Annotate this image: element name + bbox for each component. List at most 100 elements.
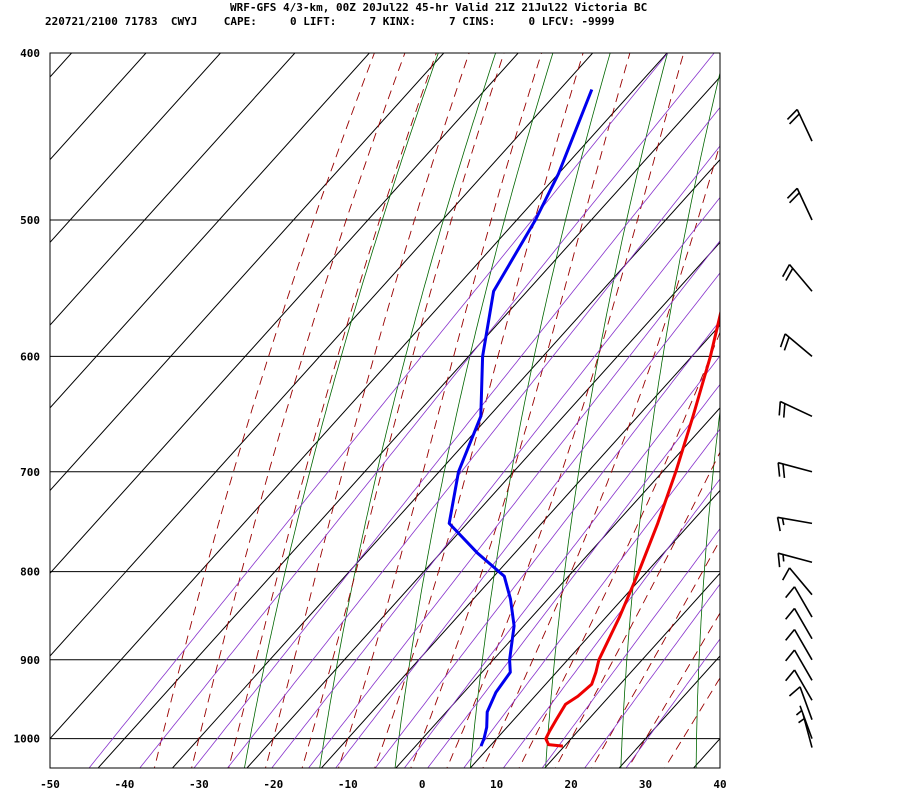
wind-barb bbox=[779, 333, 813, 358]
wind-barb bbox=[777, 552, 813, 568]
wind-barb bbox=[785, 628, 813, 661]
dry-adiabat bbox=[695, 407, 720, 768]
dry-adiabat bbox=[469, 53, 611, 768]
mixing-ratio-line bbox=[88, 53, 669, 768]
isotherm bbox=[50, 53, 296, 326]
isotherm bbox=[469, 489, 720, 768]
x-tick-label: 40 bbox=[713, 778, 726, 791]
y-axis: 400 500 600 700 800 900 1000 bbox=[14, 47, 41, 746]
x-tick-label: 30 bbox=[639, 778, 652, 791]
mixing-ratio-line bbox=[502, 478, 720, 768]
mixing-ratio-line bbox=[625, 638, 720, 768]
y-tick-label: 500 bbox=[20, 214, 40, 227]
x-tick-label: 0 bbox=[419, 778, 426, 791]
wind-barb bbox=[788, 686, 813, 720]
sounding-series-2 bbox=[447, 88, 594, 747]
moist-adiabat bbox=[482, 142, 720, 768]
moist-adiabat bbox=[591, 539, 720, 768]
x-tick-label: -40 bbox=[115, 778, 135, 791]
chart-title: WRF-GFS 4/3-km, 00Z 20Jul22 45-hr Valid … bbox=[230, 1, 648, 14]
y-tick-label: 700 bbox=[20, 466, 40, 479]
mixing-ratio-line bbox=[374, 319, 720, 768]
isotherm bbox=[50, 53, 147, 161]
moist-adiabat bbox=[338, 53, 543, 768]
mixing-ratio-line bbox=[271, 196, 720, 768]
sounding-info: 220721/2100 71783 CWYJ CAPE: 0 LIFT: 7 K… bbox=[45, 15, 615, 28]
isotherm bbox=[50, 53, 668, 740]
mixing-ratio-line bbox=[193, 106, 720, 768]
mixing-ratio-line bbox=[226, 145, 720, 768]
wind-barb bbox=[778, 400, 813, 418]
x-tick-label: 20 bbox=[564, 778, 577, 791]
wind-barb bbox=[795, 705, 813, 739]
isotherm bbox=[692, 737, 720, 768]
x-tick-label: -10 bbox=[338, 778, 358, 791]
moist-adiabat bbox=[301, 53, 505, 768]
dry-adiabat bbox=[843, 34, 900, 775]
isotherm bbox=[544, 572, 720, 768]
series-lines bbox=[447, 88, 720, 748]
wind-barb bbox=[785, 607, 813, 640]
sounding-series-1 bbox=[544, 309, 720, 748]
moist-adiabat bbox=[228, 53, 437, 768]
reference-lines bbox=[50, 34, 900, 775]
isotherm bbox=[97, 76, 720, 768]
wind-barb bbox=[785, 649, 813, 681]
moist-adiabat bbox=[191, 53, 406, 768]
dry-adiabat bbox=[771, 34, 843, 775]
plot-border bbox=[49, 52, 721, 769]
x-tick-label: -20 bbox=[263, 778, 283, 791]
y-tick-label: 400 bbox=[20, 47, 40, 60]
isotherm bbox=[50, 53, 371, 409]
wind-barb bbox=[786, 108, 813, 142]
mixing-ratio-line bbox=[308, 240, 720, 768]
wind-barb bbox=[777, 461, 813, 479]
mixing-ratio-line bbox=[427, 383, 720, 768]
dry-adiabat bbox=[243, 53, 439, 768]
x-tick-label: -30 bbox=[189, 778, 209, 791]
dry-adiabat bbox=[545, 53, 668, 768]
moist-adiabat bbox=[627, 612, 720, 768]
y-tick-label: 900 bbox=[20, 654, 40, 667]
isotherm bbox=[171, 158, 720, 768]
dry-adiabat bbox=[394, 53, 554, 768]
moist-adiabat bbox=[554, 451, 720, 768]
isotherm bbox=[320, 324, 720, 768]
moist-adiabat bbox=[664, 677, 720, 768]
isotherm bbox=[50, 53, 445, 492]
wind-barbs bbox=[776, 108, 813, 748]
moist-adiabat bbox=[265, 53, 470, 768]
isotherm bbox=[618, 655, 720, 768]
wind-barb bbox=[781, 567, 813, 596]
moist-adiabat bbox=[410, 53, 631, 768]
isotherm bbox=[50, 53, 594, 657]
dry-adiabat bbox=[319, 53, 497, 768]
isotherm bbox=[246, 241, 720, 768]
x-tick-label: -50 bbox=[40, 778, 60, 791]
moist-adiabat bbox=[518, 331, 720, 768]
mixing-ratio-line bbox=[139, 53, 715, 768]
mixing-ratio-line bbox=[463, 428, 720, 768]
wind-barb bbox=[776, 516, 813, 532]
x-axis: -50 -40 -30 -20 -10 0 10 20 30 40 bbox=[40, 778, 727, 791]
mixing-ratio-line bbox=[403, 355, 720, 768]
isotherm bbox=[50, 53, 73, 78]
wind-barb bbox=[786, 187, 813, 221]
isotherm bbox=[50, 53, 222, 244]
mixing-ratio-line bbox=[541, 528, 720, 768]
wind-barb bbox=[785, 669, 813, 701]
moist-adiabat bbox=[446, 53, 685, 768]
y-tick-label: 1000 bbox=[14, 733, 41, 746]
wind-barb bbox=[785, 586, 813, 618]
isotherm bbox=[395, 407, 720, 768]
x-tick-label: 10 bbox=[490, 778, 503, 791]
y-tick-label: 600 bbox=[20, 350, 40, 363]
mixing-ratio-line bbox=[335, 272, 720, 768]
y-tick-label: 800 bbox=[20, 566, 40, 579]
dry-adiabat bbox=[620, 71, 720, 768]
isotherm bbox=[50, 53, 519, 575]
mixing-ratio-line bbox=[584, 583, 720, 768]
moist-adiabat bbox=[153, 53, 375, 768]
chart-header: WRF-GFS 4/3-km, 00Z 20Jul22 45-hr Valid … bbox=[0, 0, 900, 30]
